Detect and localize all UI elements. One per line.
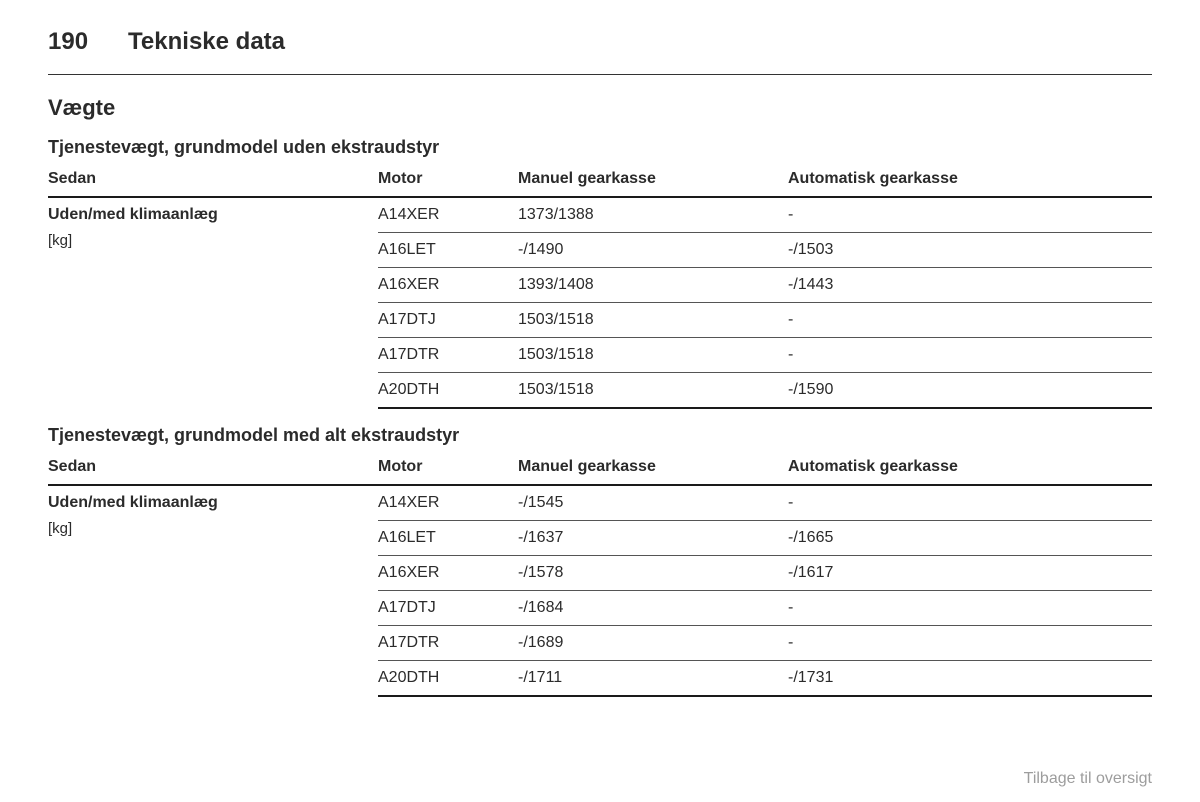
cell-manual: 1503/1518 [518, 303, 788, 338]
cell-motor: A20DTH [378, 373, 518, 409]
table1-rowlabel-unit: [kg] [48, 232, 378, 249]
cell-auto: -/1617 [788, 556, 1152, 591]
table1-header-row: Sedan Motor Manuel gearkasse Automatisk … [48, 164, 1152, 197]
cell-auto: -/1503 [788, 233, 1152, 268]
page-title: Tekniske data [128, 28, 285, 56]
table1-col-motor: Motor [378, 164, 518, 197]
cell-manual: 1503/1518 [518, 338, 788, 373]
table1-title: Tjenestevægt, grundmodel uden ekstraudst… [48, 137, 1152, 158]
cell-manual: -/1689 [518, 626, 788, 661]
cell-auto: -/1590 [788, 373, 1152, 409]
cell-motor: A20DTH [378, 661, 518, 697]
back-to-overview-link[interactable]: Tilbage til oversigt [1024, 770, 1152, 788]
cell-auto: - [788, 338, 1152, 373]
cell-motor: A14XER [378, 197, 518, 233]
table2-header-row: Sedan Motor Manuel gearkasse Automatisk … [48, 452, 1152, 485]
cell-manual: -/1711 [518, 661, 788, 697]
cell-motor: A17DTJ [378, 303, 518, 338]
cell-auto: - [788, 197, 1152, 233]
cell-auto: - [788, 303, 1152, 338]
table1-col-sedan: Sedan [48, 164, 378, 197]
table2-rowlabel-cell: Uden/med klimaanlæg [kg] [48, 485, 378, 696]
cell-auto: - [788, 626, 1152, 661]
table2-col-sedan: Sedan [48, 452, 378, 485]
page-number: 190 [48, 28, 88, 56]
cell-motor: A16XER [378, 268, 518, 303]
table-row: Uden/med klimaanlæg [kg] A14XER 1373/138… [48, 197, 1152, 233]
cell-motor: A16XER [378, 556, 518, 591]
table2-col-motor: Motor [378, 452, 518, 485]
cell-motor: A16LET [378, 233, 518, 268]
cell-motor: A17DTR [378, 338, 518, 373]
cell-manual: -/1684 [518, 591, 788, 626]
table2-col-manual: Manuel gearkasse [518, 452, 788, 485]
table2-rowlabel-unit: [kg] [48, 520, 378, 537]
table1-rowlabel-cell: Uden/med klimaanlæg [kg] [48, 197, 378, 408]
cell-manual: 1393/1408 [518, 268, 788, 303]
cell-manual: 1503/1518 [518, 373, 788, 409]
cell-manual: -/1637 [518, 521, 788, 556]
cell-motor: A14XER [378, 485, 518, 521]
cell-auto: -/1665 [788, 521, 1152, 556]
cell-motor: A16LET [378, 521, 518, 556]
table2-col-auto: Automatisk gearkasse [788, 452, 1152, 485]
cell-auto: -/1731 [788, 661, 1152, 697]
cell-manual: -/1578 [518, 556, 788, 591]
table2: Sedan Motor Manuel gearkasse Automatisk … [48, 452, 1152, 697]
table1: Sedan Motor Manuel gearkasse Automatisk … [48, 164, 1152, 409]
cell-motor: A17DTR [378, 626, 518, 661]
cell-auto: -/1443 [788, 268, 1152, 303]
table2-title: Tjenestevægt, grundmodel med alt ekstrau… [48, 425, 1152, 446]
table1-col-manual: Manuel gearkasse [518, 164, 788, 197]
cell-manual: -/1545 [518, 485, 788, 521]
cell-auto: - [788, 591, 1152, 626]
table1-col-auto: Automatisk gearkasse [788, 164, 1152, 197]
table1-rowlabel-main: Uden/med klimaanlæg [48, 206, 378, 224]
cell-auto: - [788, 485, 1152, 521]
cell-manual: -/1490 [518, 233, 788, 268]
cell-motor: A17DTJ [378, 591, 518, 626]
table-row: Uden/med klimaanlæg [kg] A14XER -/1545 - [48, 485, 1152, 521]
page-header: 190 Tekniske data [48, 28, 1152, 75]
table2-rowlabel-main: Uden/med klimaanlæg [48, 494, 378, 512]
section-title: Vægte [48, 95, 1152, 121]
cell-manual: 1373/1388 [518, 197, 788, 233]
